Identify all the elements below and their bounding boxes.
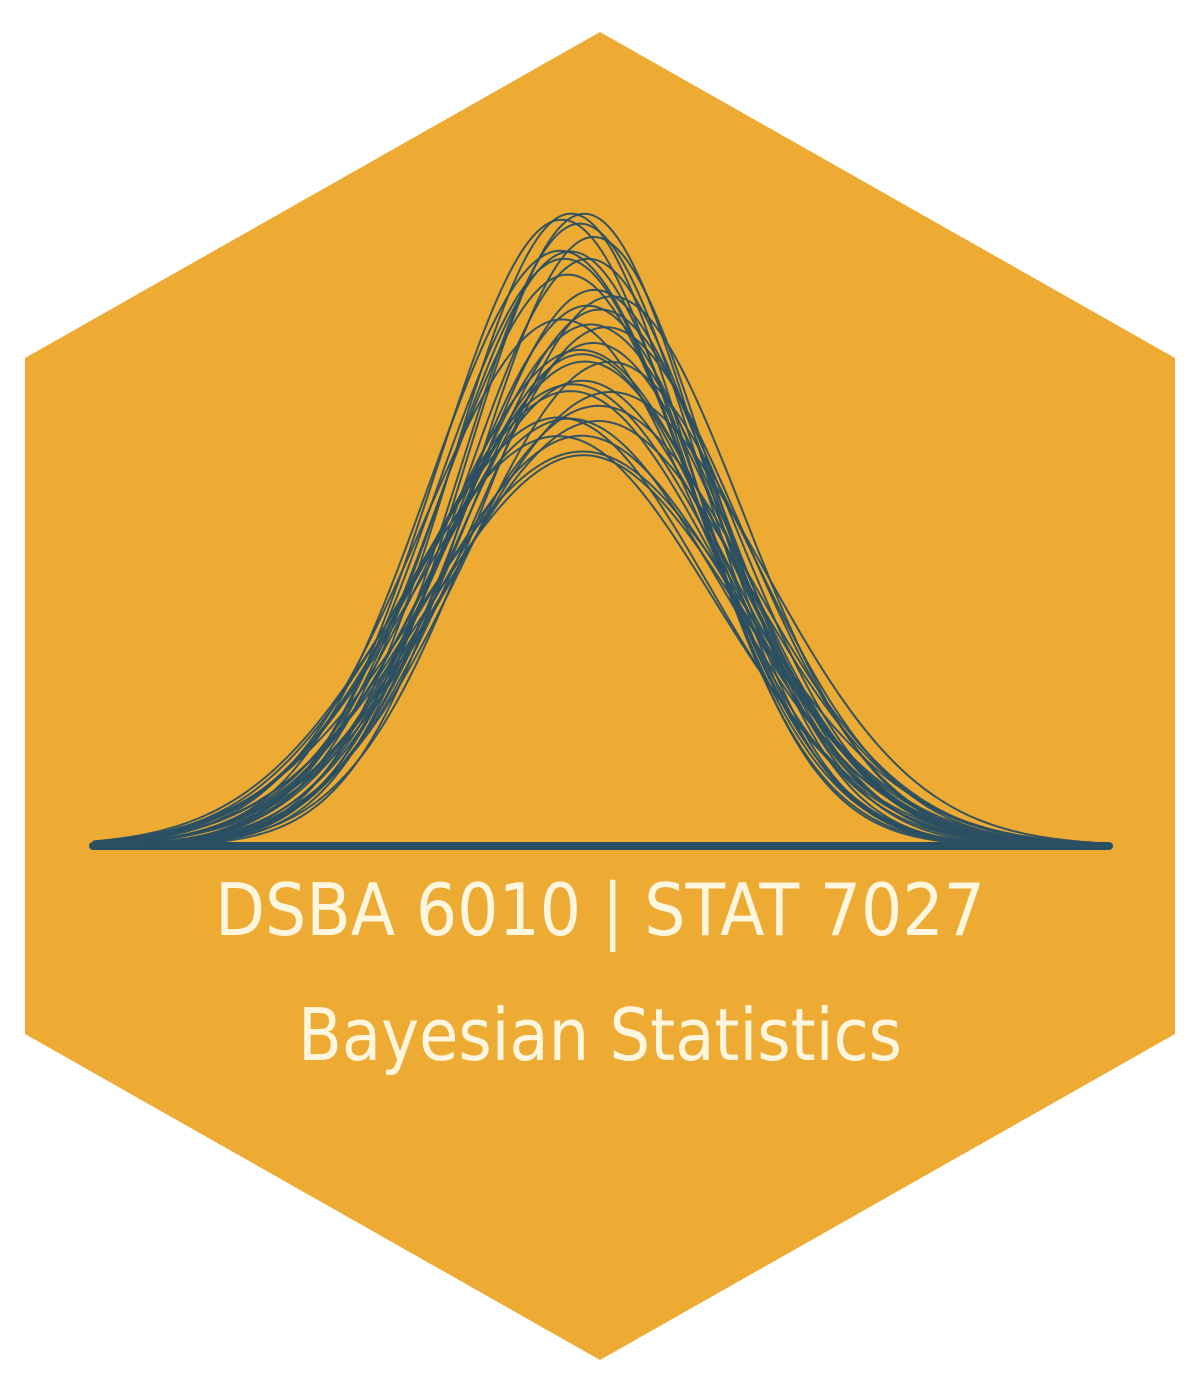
- hexagon-background: [25, 32, 1175, 1360]
- bell-curve: [92, 416, 1110, 847]
- course-codes: DSBA 6010 | STAT 7027: [215, 868, 985, 953]
- course-title: Bayesian Statistics: [298, 993, 902, 1077]
- bell-curve: [92, 391, 1110, 846]
- bell-curve: [92, 353, 1109, 847]
- bell-curves-icon: [92, 212, 1110, 847]
- bell-curve: [92, 273, 1109, 847]
- bell-curve: [92, 435, 1110, 847]
- bell-curve: [92, 454, 1110, 846]
- bell-curve: [92, 450, 1110, 845]
- bell-curve: [92, 360, 1110, 847]
